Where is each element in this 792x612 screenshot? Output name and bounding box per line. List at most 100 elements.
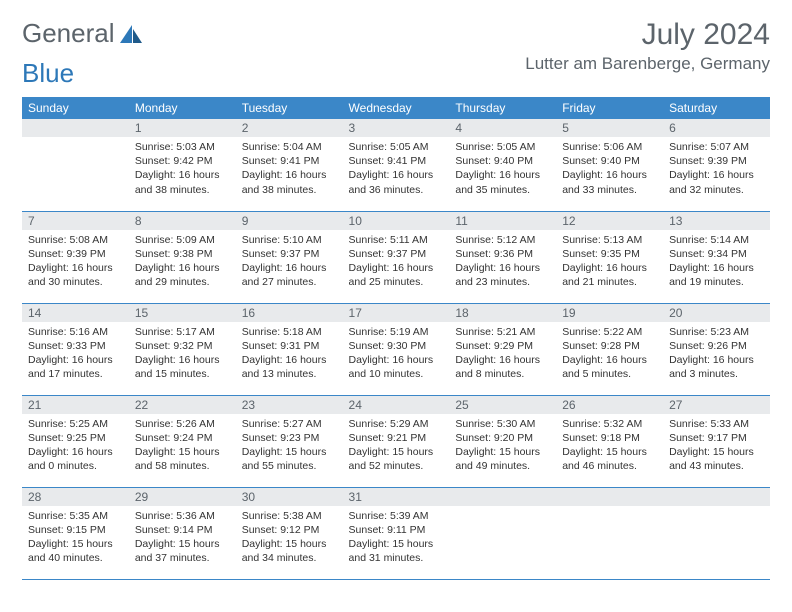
day-body: Sunrise: 5:35 AMSunset: 9:15 PMDaylight:… <box>22 506 129 572</box>
sunrise-label: Sunrise: <box>135 510 174 522</box>
calendar-cell: 28Sunrise: 5:35 AMSunset: 9:15 PMDayligh… <box>22 487 129 579</box>
day-number: 4 <box>449 119 556 137</box>
sunrise-value: 5:17 AM <box>176 326 215 338</box>
weekday-header: Saturday <box>663 97 770 119</box>
daylight-label: Daylight: <box>349 169 390 181</box>
day-body: Sunrise: 5:21 AMSunset: 9:29 PMDaylight:… <box>449 322 556 388</box>
day-number: 16 <box>236 304 343 322</box>
sunrise-value: 5:39 AM <box>390 510 429 522</box>
sunrise-value: 5:06 AM <box>604 141 643 153</box>
daylight-label: Daylight: <box>135 354 176 366</box>
sunrise-value: 5:10 AM <box>283 234 322 246</box>
sunset-label: Sunset: <box>562 248 598 260</box>
day-body-empty <box>449 506 556 515</box>
weekday-header: Friday <box>556 97 663 119</box>
daylight-label: Daylight: <box>669 354 710 366</box>
day-number: 3 <box>343 119 450 137</box>
day-body: Sunrise: 5:10 AMSunset: 9:37 PMDaylight:… <box>236 230 343 296</box>
sunrise-value: 5:33 AM <box>711 418 750 430</box>
sunrise-label: Sunrise: <box>242 326 281 338</box>
sunrise-label: Sunrise: <box>349 510 388 522</box>
sunset-label: Sunset: <box>455 340 491 352</box>
sunset-label: Sunset: <box>669 432 705 444</box>
sunset-value: 9:29 PM <box>494 340 533 352</box>
sunset-value: 9:23 PM <box>280 432 319 444</box>
calendar-cell: 8Sunrise: 5:09 AMSunset: 9:38 PMDaylight… <box>129 211 236 303</box>
sunrise-label: Sunrise: <box>28 234 67 246</box>
calendar-cell: 18Sunrise: 5:21 AMSunset: 9:29 PMDayligh… <box>449 303 556 395</box>
sunrise-label: Sunrise: <box>242 510 281 522</box>
day-number: 24 <box>343 396 450 414</box>
sunset-value: 9:36 PM <box>494 248 533 260</box>
sunset-label: Sunset: <box>669 340 705 352</box>
day-body: Sunrise: 5:08 AMSunset: 9:39 PMDaylight:… <box>22 230 129 296</box>
sunrise-value: 5:38 AM <box>283 510 322 522</box>
sunrise-value: 5:21 AM <box>497 326 536 338</box>
daylight-label: Daylight: <box>562 262 603 274</box>
day-body: Sunrise: 5:04 AMSunset: 9:41 PMDaylight:… <box>236 137 343 203</box>
day-body: Sunrise: 5:06 AMSunset: 9:40 PMDaylight:… <box>556 137 663 203</box>
daylight-label: Daylight: <box>28 446 69 458</box>
sunset-label: Sunset: <box>242 155 278 167</box>
sunrise-value: 5:12 AM <box>497 234 536 246</box>
calendar-cell: 4Sunrise: 5:05 AMSunset: 9:40 PMDaylight… <box>449 119 556 211</box>
calendar-cell: 7Sunrise: 5:08 AMSunset: 9:39 PMDaylight… <box>22 211 129 303</box>
sunrise-label: Sunrise: <box>455 418 494 430</box>
weekday-header-row: Sunday Monday Tuesday Wednesday Thursday… <box>22 97 770 119</box>
day-body: Sunrise: 5:13 AMSunset: 9:35 PMDaylight:… <box>556 230 663 296</box>
sunrise-label: Sunrise: <box>28 510 67 522</box>
day-body: Sunrise: 5:05 AMSunset: 9:40 PMDaylight:… <box>449 137 556 203</box>
logo-text-general: General <box>22 18 115 49</box>
sunset-value: 9:37 PM <box>280 248 319 260</box>
sunrise-value: 5:32 AM <box>604 418 643 430</box>
sunset-value: 9:12 PM <box>280 524 319 536</box>
calendar-row: 21Sunrise: 5:25 AMSunset: 9:25 PMDayligh… <box>22 395 770 487</box>
sunset-value: 9:18 PM <box>601 432 640 444</box>
logo-sail-icon <box>118 23 144 45</box>
calendar-cell: 21Sunrise: 5:25 AMSunset: 9:25 PMDayligh… <box>22 395 129 487</box>
sunset-value: 9:41 PM <box>387 155 426 167</box>
location-subtitle: Lutter am Barenberge, Germany <box>525 54 770 74</box>
day-body-empty <box>556 506 663 515</box>
sunrise-label: Sunrise: <box>562 234 601 246</box>
calendar-cell: 26Sunrise: 5:32 AMSunset: 9:18 PMDayligh… <box>556 395 663 487</box>
sunset-label: Sunset: <box>455 432 491 444</box>
sunset-value: 9:31 PM <box>280 340 319 352</box>
sunrise-label: Sunrise: <box>669 141 708 153</box>
sunset-label: Sunset: <box>455 248 491 260</box>
sunrise-label: Sunrise: <box>562 326 601 338</box>
sunset-label: Sunset: <box>28 248 64 260</box>
day-body: Sunrise: 5:17 AMSunset: 9:32 PMDaylight:… <box>129 322 236 388</box>
month-title: July 2024 <box>525 18 770 52</box>
sunrise-value: 5:11 AM <box>390 234 428 246</box>
sunset-label: Sunset: <box>28 432 64 444</box>
weekday-header: Thursday <box>449 97 556 119</box>
daylight-label: Daylight: <box>349 446 390 458</box>
day-body: Sunrise: 5:18 AMSunset: 9:31 PMDaylight:… <box>236 322 343 388</box>
calendar-cell: 5Sunrise: 5:06 AMSunset: 9:40 PMDaylight… <box>556 119 663 211</box>
day-number: 20 <box>663 304 770 322</box>
daylight-label: Daylight: <box>242 169 283 181</box>
calendar-row: 28Sunrise: 5:35 AMSunset: 9:15 PMDayligh… <box>22 487 770 579</box>
sunrise-value: 5:35 AM <box>69 510 108 522</box>
sunrise-value: 5:13 AM <box>604 234 643 246</box>
sunrise-value: 5:36 AM <box>176 510 215 522</box>
day-number: 29 <box>129 488 236 506</box>
sunrise-label: Sunrise: <box>135 326 174 338</box>
day-number: 2 <box>236 119 343 137</box>
sunset-label: Sunset: <box>242 340 278 352</box>
sunset-value: 9:37 PM <box>387 248 426 260</box>
day-body: Sunrise: 5:16 AMSunset: 9:33 PMDaylight:… <box>22 322 129 388</box>
day-number: 7 <box>22 212 129 230</box>
sunset-value: 9:14 PM <box>173 524 212 536</box>
day-number: 11 <box>449 212 556 230</box>
sunrise-label: Sunrise: <box>669 418 708 430</box>
calendar-cell: 11Sunrise: 5:12 AMSunset: 9:36 PMDayligh… <box>449 211 556 303</box>
calendar-cell: 10Sunrise: 5:11 AMSunset: 9:37 PMDayligh… <box>343 211 450 303</box>
sunrise-value: 5:23 AM <box>711 326 750 338</box>
day-body: Sunrise: 5:09 AMSunset: 9:38 PMDaylight:… <box>129 230 236 296</box>
day-number: 31 <box>343 488 450 506</box>
day-number: 9 <box>236 212 343 230</box>
sunrise-label: Sunrise: <box>135 141 174 153</box>
sunset-label: Sunset: <box>135 248 171 260</box>
